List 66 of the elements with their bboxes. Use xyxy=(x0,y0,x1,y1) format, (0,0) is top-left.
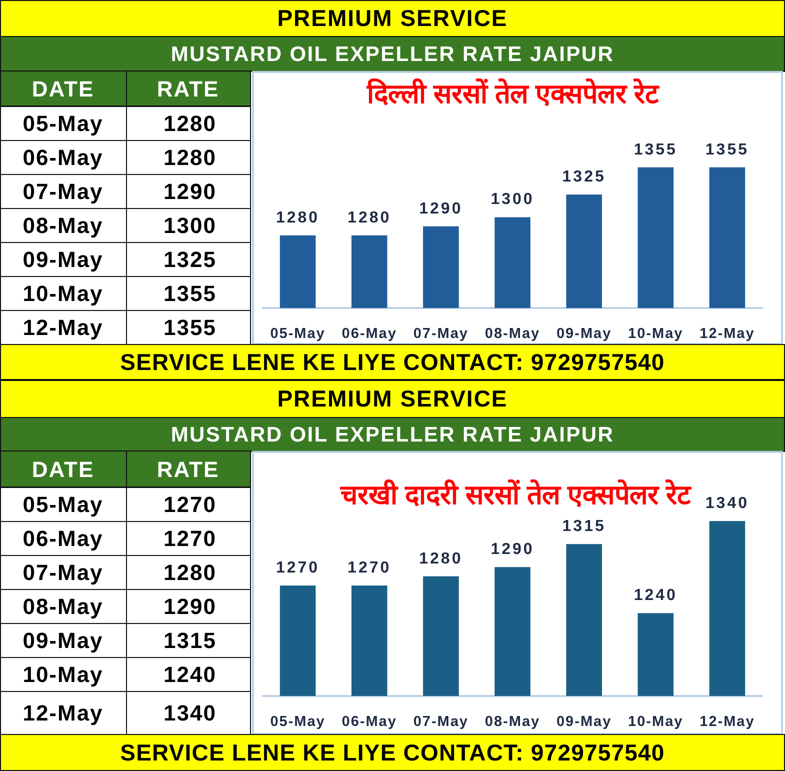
data-label: 1325 xyxy=(562,168,606,186)
text: 1290 xyxy=(164,179,216,204)
x-tick-label: 08-May xyxy=(484,714,540,730)
category-label: 06-May xyxy=(22,526,104,551)
x-tick-label: 12-May xyxy=(700,326,755,342)
x-tick-label: 05-May xyxy=(270,326,326,342)
text: DATE xyxy=(32,76,94,102)
text: DATE xyxy=(32,457,94,482)
text: 1280 xyxy=(164,111,216,136)
text: RATE xyxy=(156,76,220,102)
chart-title: दिल्ली सरसों तेल एक्सपेलर रेट xyxy=(366,78,660,109)
category-label: 10-May xyxy=(22,662,104,687)
text: चरखी दादरी सरसों तेल एक्सपेलर रेट xyxy=(340,479,692,510)
text: MUSTARD OIL EXPELLER RATE JAIPUR xyxy=(170,424,614,446)
x-tick-label: 12-May xyxy=(700,714,755,730)
data-label: 1280 xyxy=(276,209,320,226)
text: PREMIUM SERVICE xyxy=(277,386,508,412)
data-label: 1315 xyxy=(562,518,606,536)
text: 1340 xyxy=(164,700,216,726)
text: 1280 xyxy=(164,145,216,170)
category-label: 10-May xyxy=(22,281,104,306)
text: PREMIUM SERVICE xyxy=(277,5,508,31)
data-label: 1340 xyxy=(705,495,750,512)
text: 1270 xyxy=(164,526,216,551)
category-label: 06-May xyxy=(22,145,104,170)
category-label: 08-May xyxy=(22,594,104,619)
text: 1300 xyxy=(164,213,216,238)
category-label: 05-May xyxy=(22,111,104,136)
data-label: 1290 xyxy=(419,200,463,218)
text: SERVICE LENE KE LIYE CONTACT: 9729757540 xyxy=(120,349,665,375)
data-label: 1270 xyxy=(348,560,392,577)
data-label: 1240 xyxy=(634,587,678,604)
text: SERVICE LENE KE LIYE CONTACT: 9729757540 xyxy=(120,740,665,766)
data-label: 1270 xyxy=(276,560,320,577)
data-label: 1280 xyxy=(419,550,463,568)
text: 1355 xyxy=(164,315,216,340)
data-label: 1355 xyxy=(634,141,678,158)
category-label: 07-May xyxy=(22,560,104,585)
text: 1240 xyxy=(164,662,216,687)
category-label: 09-May xyxy=(22,628,104,653)
category-label: 09-May xyxy=(22,247,104,272)
text: 1270 xyxy=(164,492,216,517)
text: MUSTARD OIL EXPELLER RATE JAIPUR xyxy=(170,43,614,66)
text: 1280 xyxy=(164,560,216,585)
category-label: 08-May xyxy=(22,213,104,238)
x-tick-label: 09-May xyxy=(556,326,612,342)
text: 1315 xyxy=(164,628,216,653)
x-tick-label: 10-May xyxy=(628,326,684,342)
x-tick-label: 07-May xyxy=(413,714,469,730)
category-label: 05-May xyxy=(22,492,104,517)
x-tick-label: 08-May xyxy=(484,326,540,342)
text: 1290 xyxy=(164,594,216,619)
x-tick-label: 09-May xyxy=(556,714,612,730)
text: 1355 xyxy=(164,281,216,306)
x-tick-label: 06-May xyxy=(342,326,397,342)
text: RATE xyxy=(156,457,220,482)
data-label: 1300 xyxy=(490,191,534,208)
x-tick-label: 06-May xyxy=(342,714,397,730)
x-tick-label: 05-May xyxy=(270,714,326,730)
data-label: 1280 xyxy=(348,209,392,226)
data-label: 1355 xyxy=(705,141,750,158)
category-label: 07-May xyxy=(22,179,104,204)
x-tick-label: 10-May xyxy=(628,714,684,730)
x-tick-label: 07-May xyxy=(413,326,469,342)
data-label: 1290 xyxy=(490,541,534,558)
text: 1325 xyxy=(164,247,216,272)
